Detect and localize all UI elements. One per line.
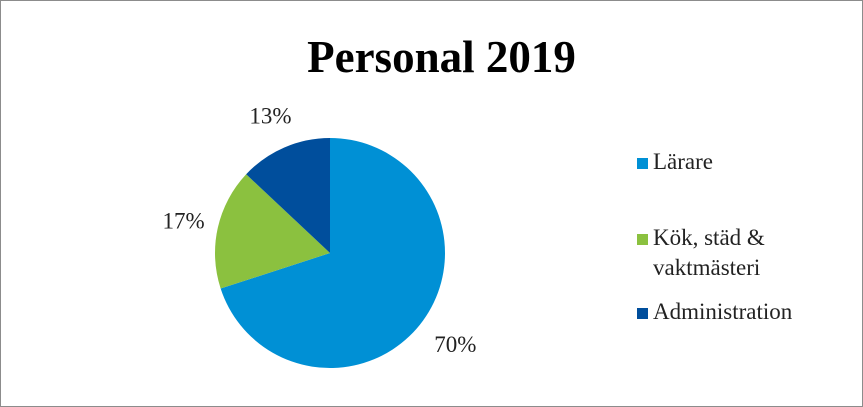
slice-administration [246, 138, 330, 253]
slice-label-kok: 17% [163, 208, 205, 233]
legend-label-administration: Administration [653, 299, 793, 324]
legend-swatch-larare [637, 158, 648, 169]
slice-larare [220, 138, 445, 368]
legend-label-kok-line1: Kök, städ & [653, 225, 765, 250]
legend-label-larare: Lärare [653, 149, 713, 174]
slice-kok [215, 174, 330, 289]
chart-title: Personal 2019 [307, 32, 576, 82]
legend-label-kok-line2: vaktmästeri [653, 255, 761, 280]
slice-label-larare: 70% [434, 332, 476, 357]
slice-label-administration: 13% [249, 103, 291, 128]
legend-swatch-kok [637, 234, 648, 245]
legend-swatch-administration [637, 308, 648, 319]
